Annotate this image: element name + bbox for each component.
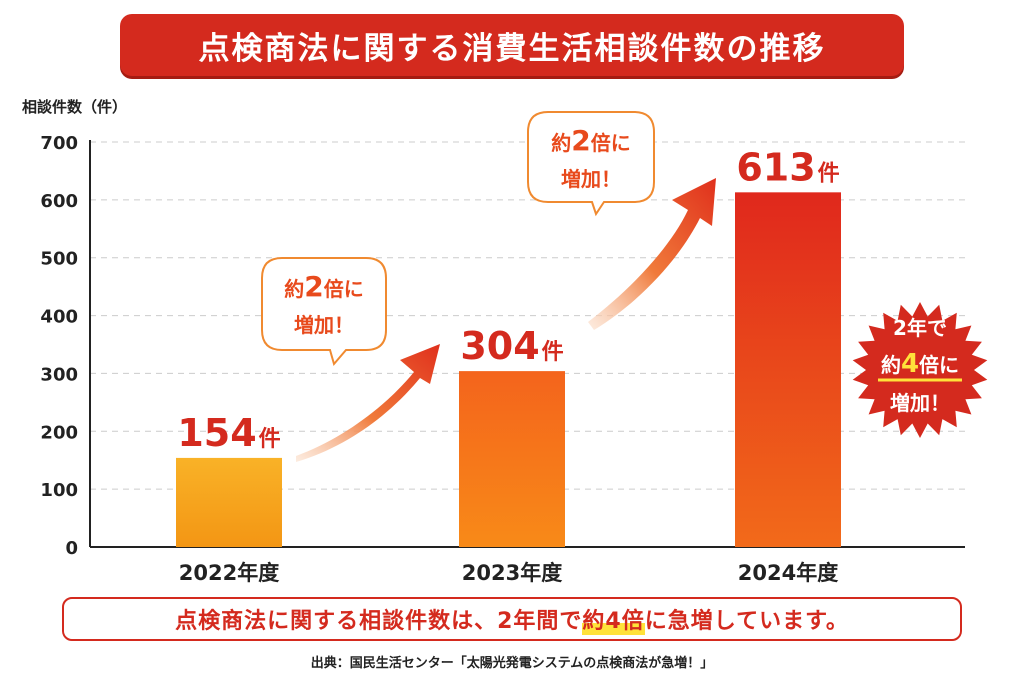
callout-1-num: 2 [304,270,323,303]
bar-2023年度 [459,371,565,547]
y-tick-label: 200 [40,422,78,443]
callout-2-num: 2 [571,124,590,157]
callout-2-pre: 約 [551,131,571,155]
svg-text:約2倍に: 約2倍に [551,124,630,157]
summary-box: 点検商法に関する相談件数は、2年間で 約4倍 に急増しています。 [62,597,962,641]
y-tick-label: 700 [40,133,78,154]
bar-2024年度 [735,192,841,548]
bar-value-label: 613件 [736,145,839,189]
growth-arrow-1 [296,344,440,462]
bar-value-label: 154件 [177,411,280,455]
bar-2022年度 [176,457,282,547]
bar-value-label: 304件 [460,324,563,368]
y-tick-label: 300 [40,364,78,385]
x-tick-label: 2023年度 [462,561,562,585]
y-axis-label: 相談件数（件） [22,98,127,116]
callout-2-post: 倍に [591,131,631,155]
summary-post: に急増しています。 [644,609,849,634]
chart-title: 点検商法に関する消費生活相談件数の推移 [120,14,904,76]
callout-bubble-2: 約2倍に 増加！ [527,111,655,217]
burst-post: 倍に [919,353,959,377]
burst-num: 4 [901,349,919,379]
starburst-badge: 2年で 約4倍に 増加！ [852,302,988,438]
y-tick-label: 500 [40,249,78,270]
callout-1-pre: 約 [284,277,304,301]
y-tick-label: 100 [40,480,78,501]
y-tick-label: 600 [40,191,78,212]
y-tick-label: 0 [65,538,78,559]
summary-highlight: 約4倍 [582,603,645,635]
bar-chart: 相談件数（件） 0 100 200 300 400 500 600 700 154件 304件 6… [22,98,988,585]
x-tick-label: 2024年度 [738,561,838,585]
burst-line3: 増加！ [890,391,950,415]
callout-1-line2: 増加！ [294,313,354,337]
svg-text:約4倍に: 約4倍に [881,349,959,379]
x-tick-label: 2022年度 [179,561,279,585]
y-tick-label: 400 [40,307,78,328]
callout-1-post: 倍に [324,277,364,301]
burst-pre: 約 [881,353,901,377]
callout-bubble-1: 約2倍に 増加！ [261,257,387,367]
growth-arrow-2 [588,178,716,330]
summary-pre: 点検商法に関する相談件数は、2年間で [175,609,583,634]
callout-2-line2: 増加！ [561,167,621,191]
source-note: 出典：国民生活センター「太陽光発電システムの点検商法が急増！」 [310,656,714,671]
svg-text:約2倍に: 約2倍に [284,270,363,303]
burst-line1: 2年で [893,316,947,340]
